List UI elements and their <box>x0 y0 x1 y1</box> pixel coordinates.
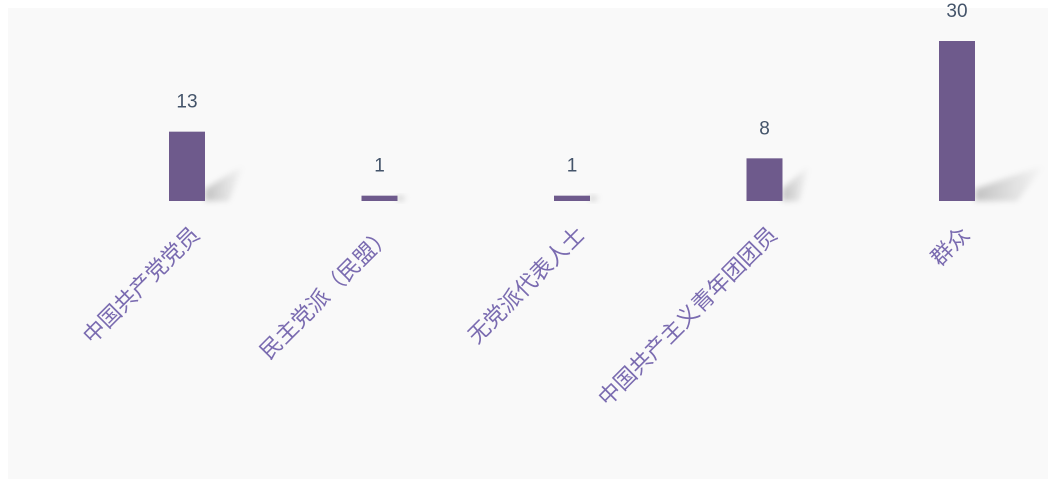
data-label: 30 <box>946 1 967 22</box>
bar <box>939 41 975 201</box>
category-label: 群众 <box>926 223 975 272</box>
bar <box>746 158 783 201</box>
chart-panel <box>8 8 1048 479</box>
bar-shadow <box>782 165 810 201</box>
bar-shadow <box>397 195 408 201</box>
data-label: 1 <box>567 156 578 177</box>
bar-shadow <box>590 195 601 201</box>
bars <box>169 41 975 201</box>
bar-shadow <box>975 165 1045 201</box>
data-label: 1 <box>374 156 385 177</box>
bar <box>169 131 205 201</box>
category-labels: 中国共产党党员 民主党派（民盟） 无党派代表人士 中国共产主义青年团团员 群众 <box>79 223 976 412</box>
bar <box>554 195 590 201</box>
bar-shadow <box>205 165 245 201</box>
data-label: 13 <box>176 92 197 113</box>
value-labels: 13 1 1 8 30 <box>176 1 967 177</box>
category-label: 无党派代表人士 <box>464 223 591 350</box>
bar <box>361 195 398 201</box>
data-label: 8 <box>759 118 770 139</box>
bar-shadows <box>205 165 1045 201</box>
category-label: 民主党派（民盟） <box>256 223 398 365</box>
category-label: 中国共产主义青年团团员 <box>594 223 783 412</box>
category-label: 中国共产党党员 <box>79 223 206 350</box>
